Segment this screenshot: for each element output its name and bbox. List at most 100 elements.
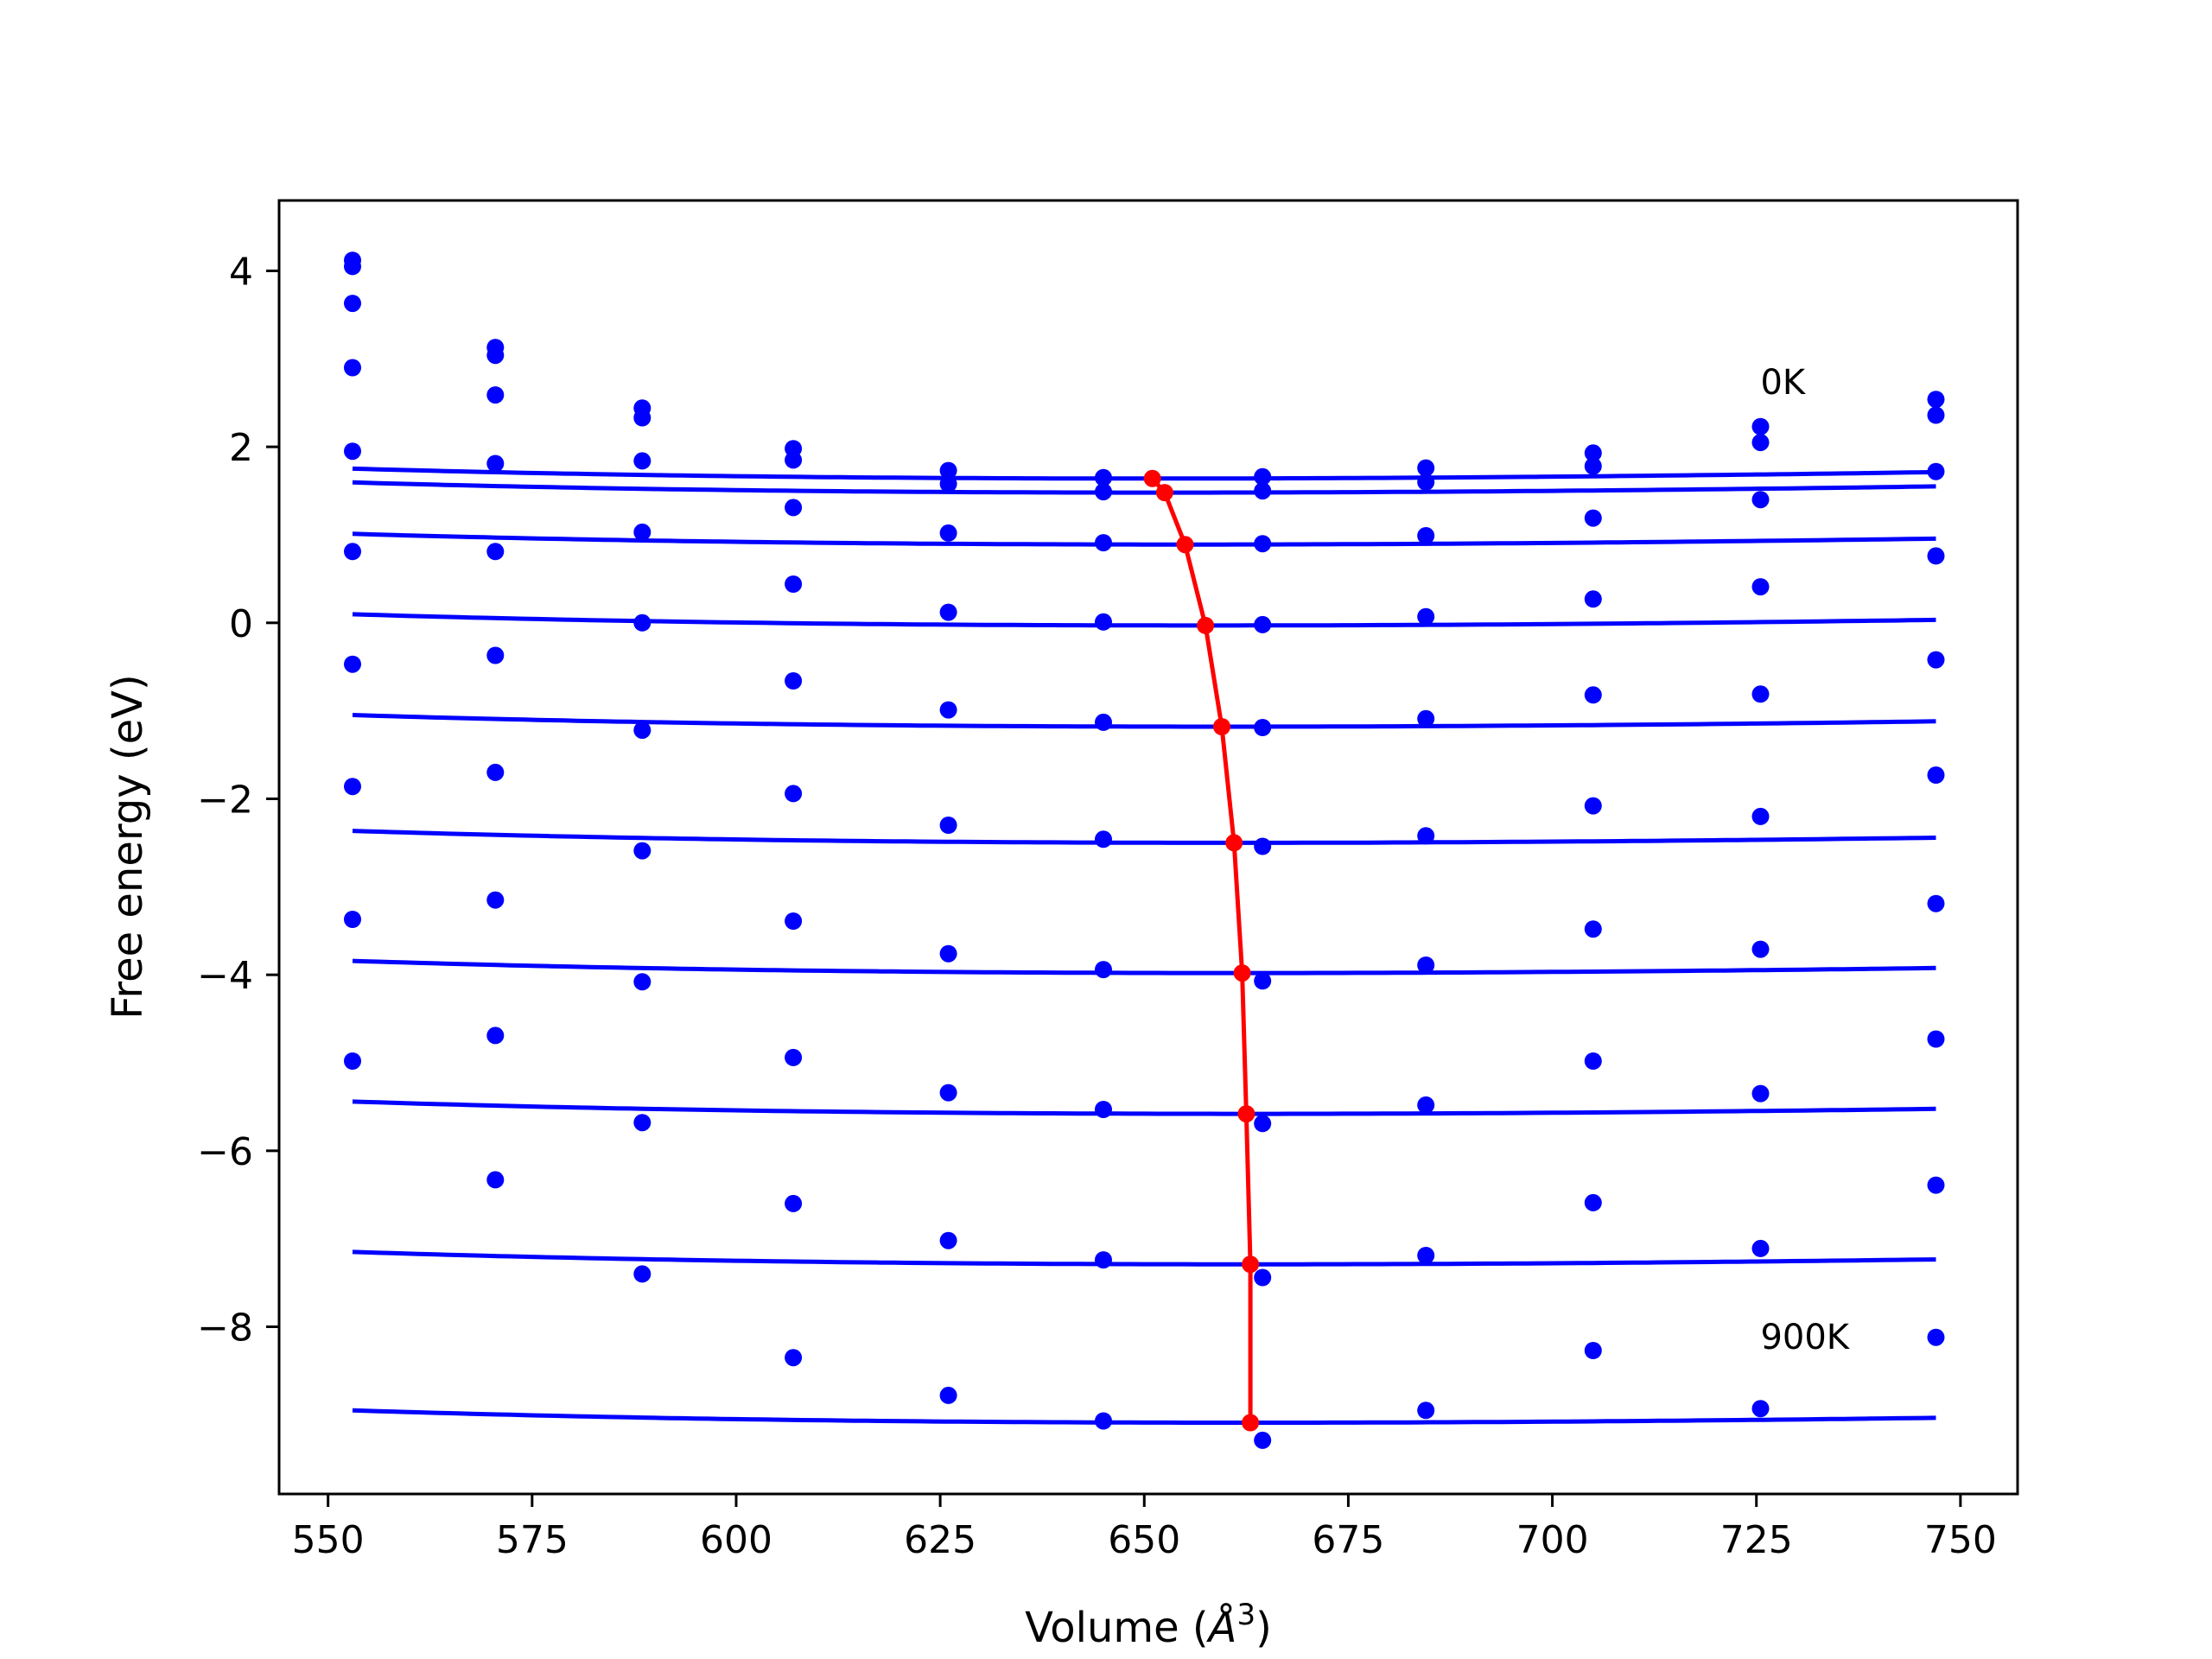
data-point xyxy=(785,451,803,469)
data-point xyxy=(939,474,957,493)
data-point xyxy=(1254,972,1272,990)
data-point xyxy=(939,524,957,542)
y-tick-label: 2 xyxy=(229,426,253,470)
minimum-point xyxy=(1233,964,1251,982)
minimum-point xyxy=(1213,718,1230,735)
data-point xyxy=(1751,578,1770,596)
data-point xyxy=(633,613,652,632)
data-point xyxy=(1751,1400,1770,1418)
data-point xyxy=(1751,807,1770,825)
data-point xyxy=(344,543,361,561)
y-tick-label: −2 xyxy=(197,778,253,822)
data-point xyxy=(1927,1030,1945,1048)
data-point xyxy=(344,778,361,796)
plot-frame xyxy=(277,199,2019,1496)
minimum-point xyxy=(1242,1255,1260,1274)
minimum-point xyxy=(1176,536,1194,554)
data-point xyxy=(633,973,652,991)
data-point xyxy=(486,763,505,781)
data-point xyxy=(344,1052,361,1070)
data-point xyxy=(1927,391,1945,409)
data-point xyxy=(939,817,957,834)
curve-annotation: 900K xyxy=(1760,1318,1850,1357)
data-point xyxy=(1751,417,1770,435)
data-point xyxy=(1417,1247,1435,1264)
data-point xyxy=(1417,1402,1435,1420)
data-point xyxy=(785,1048,803,1066)
data-point xyxy=(633,842,652,860)
fit-curve-9 xyxy=(352,1408,1936,1425)
data-point xyxy=(1095,713,1112,731)
data-point xyxy=(344,655,361,673)
data-point xyxy=(1584,797,1602,815)
data-point xyxy=(633,452,652,470)
data-point xyxy=(633,1265,652,1283)
data-point xyxy=(1095,468,1112,486)
data-point xyxy=(1751,940,1770,958)
data-point xyxy=(1417,1096,1435,1114)
minimum-point xyxy=(1242,1414,1260,1432)
data-point xyxy=(1254,535,1272,553)
x-tick-label: 700 xyxy=(1516,1518,1589,1562)
data-point xyxy=(1927,1328,1945,1346)
data-point xyxy=(1095,1251,1112,1269)
x-tick-label: 725 xyxy=(1720,1518,1793,1562)
data-point xyxy=(1417,607,1435,626)
fit-curve-1 xyxy=(352,480,1936,495)
data-point xyxy=(1584,1193,1602,1211)
data-point xyxy=(1417,473,1435,491)
data-point xyxy=(486,454,505,473)
data-point xyxy=(633,1114,652,1132)
data-point xyxy=(1584,920,1602,938)
data-point xyxy=(486,543,505,561)
annotations: 0K 900K xyxy=(1760,363,1850,1357)
data-point xyxy=(486,891,505,909)
minimum-point xyxy=(1237,1105,1255,1123)
data-point xyxy=(939,1084,957,1102)
data-point xyxy=(1584,590,1602,608)
data-point xyxy=(785,1349,803,1367)
data-points xyxy=(344,251,1945,1449)
data-point xyxy=(1254,467,1272,486)
data-point xyxy=(785,672,803,690)
x-tick-label: 575 xyxy=(496,1518,569,1562)
data-point xyxy=(785,575,803,593)
data-point xyxy=(939,1231,957,1249)
data-point xyxy=(1751,1084,1770,1103)
data-point xyxy=(1927,766,1945,784)
data-point xyxy=(785,912,803,930)
y-tick-label: 0 xyxy=(229,602,253,646)
data-point xyxy=(1095,1412,1112,1430)
fit-curve-5 xyxy=(352,829,1936,845)
y-tick-label: 4 xyxy=(229,250,253,294)
data-point xyxy=(1254,719,1272,736)
data-point xyxy=(486,386,505,404)
fit-curve-3 xyxy=(352,612,1936,628)
y-tick-label: −8 xyxy=(197,1306,253,1351)
data-point xyxy=(486,1027,505,1045)
data-point xyxy=(344,442,361,461)
data-point xyxy=(1095,1101,1112,1118)
data-point xyxy=(486,1171,505,1189)
data-point xyxy=(1417,827,1435,845)
data-point xyxy=(1751,491,1770,509)
x-tick-label: 650 xyxy=(1108,1518,1180,1562)
fit-curve-2 xyxy=(352,531,1936,547)
minimum-point xyxy=(1197,616,1215,634)
data-point xyxy=(1417,957,1435,974)
data-point xyxy=(785,499,803,517)
data-point xyxy=(1417,459,1435,477)
x-tick-label: 675 xyxy=(1312,1518,1384,1562)
minimum-path-line xyxy=(1150,477,1253,1423)
y-axis-label: Free energy (eV) xyxy=(104,674,152,1019)
minimum-point xyxy=(1155,484,1173,502)
minimum-path xyxy=(1143,469,1260,1432)
data-point xyxy=(1254,837,1272,855)
data-point xyxy=(1254,615,1272,633)
data-point xyxy=(486,646,505,664)
y-tick-label: −4 xyxy=(197,954,253,998)
x-tick-label: 550 xyxy=(292,1518,365,1562)
data-point xyxy=(633,523,652,541)
data-point xyxy=(633,721,652,740)
